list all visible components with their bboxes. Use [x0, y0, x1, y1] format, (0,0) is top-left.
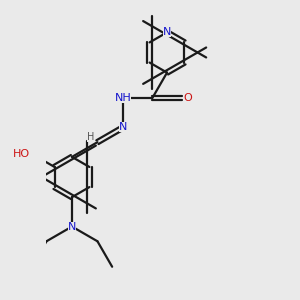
- Text: O: O: [183, 93, 192, 103]
- Text: N: N: [68, 222, 76, 232]
- Text: HO: HO: [13, 149, 30, 159]
- Text: N: N: [163, 27, 171, 37]
- Text: H: H: [87, 132, 94, 142]
- Text: N: N: [119, 122, 127, 133]
- Text: NH: NH: [115, 93, 131, 103]
